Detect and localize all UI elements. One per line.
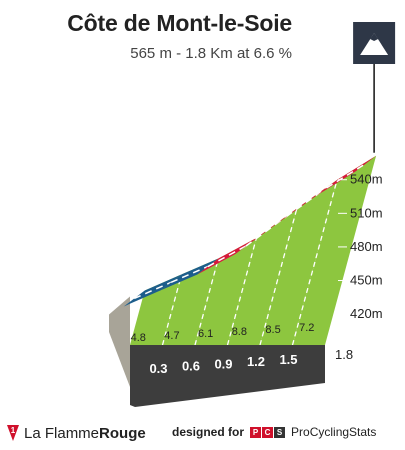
summit-badge <box>353 22 396 64</box>
road-center-dash <box>326 163 367 189</box>
pcs-logo-s: S <box>274 426 286 438</box>
profile-segment <box>162 258 219 345</box>
brand-right: Rouge <box>99 424 146 442</box>
road-segment <box>197 238 257 275</box>
km-guide-line <box>194 258 219 346</box>
km-marker-label: 0.6 <box>182 359 200 374</box>
segment-gradient-label: 8.8 <box>232 326 247 338</box>
km-guide-line <box>259 208 298 346</box>
pcs-logo-c: C <box>262 426 274 438</box>
km-guide-line <box>291 179 338 346</box>
profile-side-wall <box>109 296 130 387</box>
road-center-dash <box>170 265 209 284</box>
altitude-label: 420m <box>350 306 383 321</box>
flamme-rouge-icon: 1 <box>7 425 19 441</box>
km-marker-label: 0.3 <box>149 361 167 376</box>
segment-gradient-label: 4.8 <box>131 332 146 344</box>
profile-segment <box>292 155 377 345</box>
segment-gradient-label: 8.5 <box>265 324 280 336</box>
chart-title: Côte de Mont-le-Soie <box>67 10 292 36</box>
km-guide-line <box>226 237 258 346</box>
profile-base <box>130 345 325 407</box>
climb-profile-chart: 0.3 0.6 0.9 1.2 1.5 1.8 4.8 4.7 6.1 8.8 8.5 7.2 420m… <box>109 22 396 407</box>
la-flamme-rouge-logo: 1 La FlammeRouge <box>6 423 146 443</box>
altitude-label: 480m <box>350 239 383 254</box>
chart-subtitle: 565 m - 1.8 Km at 6.6 % <box>130 45 292 62</box>
pcs-name: ProCyclingStats <box>291 425 377 439</box>
profile-segment <box>195 238 257 345</box>
km-marker-label: 1.5 <box>279 352 297 367</box>
segment-gradient-label: 6.1 <box>198 328 213 340</box>
km-marker-label: 0.9 <box>214 356 232 371</box>
altitude-label: 510m <box>350 205 383 220</box>
profile-segment <box>130 274 182 345</box>
mountain-snow-icon <box>370 33 379 41</box>
road-segment <box>123 274 182 307</box>
road-center-dash <box>245 215 287 247</box>
brand-left: La Flamme <box>24 424 100 442</box>
road-center-dash <box>207 245 247 268</box>
profile-segment <box>227 208 297 345</box>
designed-for-label: designed for <box>172 425 245 439</box>
road-center-dash <box>285 187 328 218</box>
km-guide-line <box>161 274 183 346</box>
pcs-logo-p: P <box>250 426 262 438</box>
road-center-dash <box>133 281 172 300</box>
end-distance-label: 1.8 <box>335 347 353 362</box>
km-marker-label: 1.2 <box>247 354 265 369</box>
altitude-label: 540m <box>350 172 383 187</box>
segment-gradient-label: 4.7 <box>164 330 179 342</box>
road-segment <box>160 258 219 291</box>
pcs-credit: designed for P C S ProCyclingStats <box>172 425 376 439</box>
segment-gradient-label: 7.2 <box>299 322 314 334</box>
svg-text:1: 1 <box>11 426 16 435</box>
brand-name: La FlammeRouge <box>24 425 146 442</box>
altitude-label: 450m <box>350 273 383 288</box>
mountain-icon <box>360 33 389 55</box>
profile-segment <box>260 179 338 345</box>
